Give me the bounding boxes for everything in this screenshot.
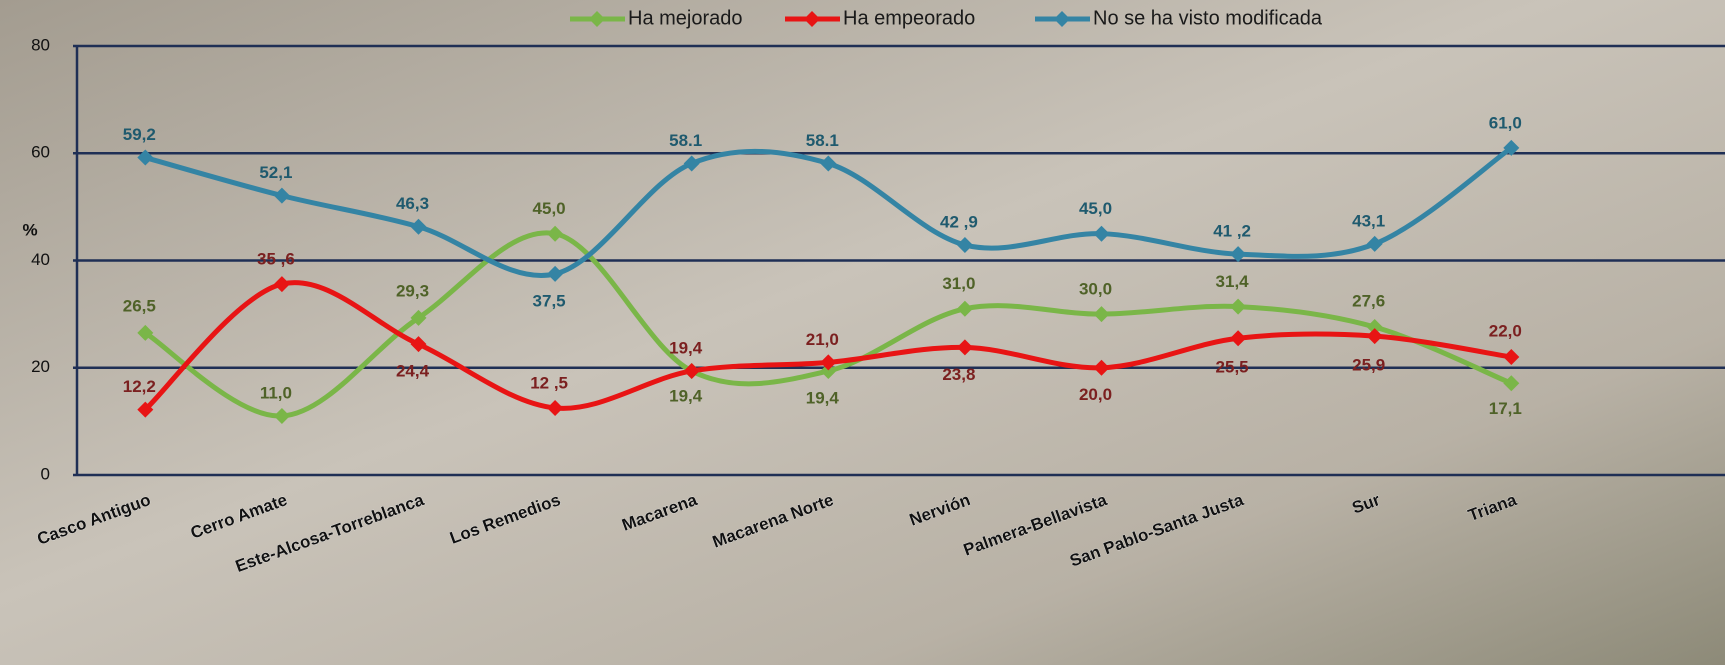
data-label: 12 ,5 (530, 373, 568, 392)
legend-label: Ha empeorado (843, 7, 975, 29)
data-label: 24,4 (396, 362, 430, 381)
legend-label: Ha mejorado (628, 7, 743, 29)
data-label: 45,0 (533, 199, 566, 218)
data-label: 12,2 (123, 377, 156, 396)
y-tick-label: 80 (31, 35, 50, 54)
chart: % 020406080Casco AntiguoCerro AmateEste-… (0, 0, 1725, 665)
data-label: 19,4 (806, 388, 840, 407)
data-label: 20,0 (1079, 385, 1112, 404)
data-label: 23,8 (942, 365, 975, 384)
data-label: 21,0 (806, 330, 839, 349)
data-label: 61,0 (1489, 113, 1522, 132)
data-label: 19,4 (669, 386, 703, 405)
data-label: 35 ,6 (257, 250, 295, 269)
data-label: 43,1 (1352, 211, 1385, 230)
data-label: 19,4 (669, 338, 703, 357)
data-label: 17,1 (1489, 399, 1522, 418)
data-label: 58.1 (669, 131, 702, 150)
data-label: 22,0 (1489, 322, 1522, 341)
y-axis-label: % (22, 220, 37, 239)
data-label: 46,3 (396, 194, 429, 213)
data-label: 52,1 (259, 163, 292, 182)
y-tick-label: 60 (31, 143, 50, 162)
y-tick-label: 20 (31, 357, 50, 376)
data-label: 30,0 (1079, 280, 1112, 299)
data-label: 25,5 (1216, 358, 1249, 377)
data-label: 31,0 (942, 274, 975, 293)
data-label: 41 ,2 (1213, 222, 1251, 241)
page: {"chart_data": {"type": "line", "y_axis_… (0, 0, 1725, 665)
data-label: 27,6 (1352, 291, 1385, 310)
legend-label: No se ha visto modificada (1093, 7, 1323, 29)
data-label: 26,5 (123, 296, 156, 315)
data-label: 37,5 (533, 291, 566, 310)
data-label: 59,2 (123, 125, 156, 144)
data-label: 45,0 (1079, 199, 1112, 218)
data-label: 29,3 (396, 281, 429, 300)
data-label: 31,4 (1216, 272, 1250, 291)
data-label: 58.1 (806, 131, 839, 150)
data-label: 42 ,9 (940, 212, 978, 231)
y-tick-label: 0 (41, 464, 50, 483)
y-tick-label: 40 (31, 250, 50, 269)
data-label: 25,9 (1352, 356, 1385, 375)
data-label: 11,0 (260, 383, 292, 402)
